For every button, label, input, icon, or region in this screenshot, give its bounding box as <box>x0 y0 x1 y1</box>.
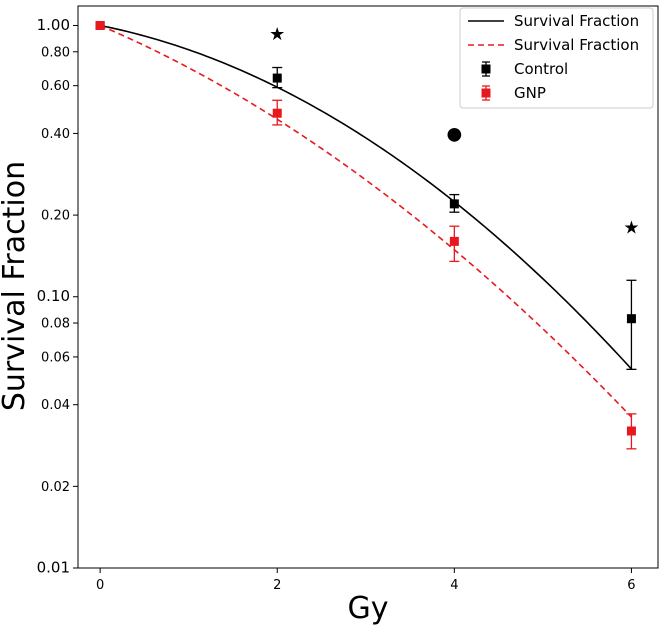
data-point-gnp <box>95 20 105 30</box>
y-tick-label: 0.20 <box>41 209 70 224</box>
legend-label: GNP <box>514 84 546 102</box>
data-point-gnp <box>272 108 282 118</box>
y-tick-label: 0.04 <box>41 398 70 413</box>
fit-curves <box>99 24 633 418</box>
data-point-control <box>449 199 459 209</box>
y-tick-label: 0.10 <box>37 287 70 305</box>
y-axis-ticks: 0.01 0.02 0.04 0.06 0.08 0.10 0.20 0.40 0.60 0.80… <box>37 16 78 577</box>
y-tick-label: 0.01 <box>37 559 70 577</box>
y-tick-label: 0.80 <box>41 45 70 60</box>
legend-box <box>459 7 654 109</box>
y-tick-label: 1.00 <box>37 16 70 34</box>
y-tick-label: 0.40 <box>41 127 70 142</box>
data-points <box>95 20 637 450</box>
x-axis-ticks: 0 2 4 6 <box>96 568 636 593</box>
significance-marker: ● <box>446 123 462 144</box>
legend-label: Survival Fraction <box>514 12 639 30</box>
legend: Survival Fraction Survival Fraction Contro… <box>459 7 654 109</box>
significance-annotations: ★ ● ★ <box>269 24 639 238</box>
y-tick-label: 0.08 <box>41 317 70 332</box>
legend-label: Survival Fraction <box>514 36 639 54</box>
data-point-gnp <box>626 426 636 436</box>
x-tick-label: 4 <box>450 578 458 593</box>
data-point-gnp <box>449 236 459 246</box>
data-point-control <box>272 73 282 83</box>
x-tick-label: 6 <box>627 578 635 593</box>
legend-marker-swatch <box>481 88 491 98</box>
x-tick-label: 2 <box>273 578 281 593</box>
legend-marker-swatch <box>481 64 491 74</box>
y-tick-label: 0.02 <box>41 480 70 495</box>
legend-label: Control <box>514 60 568 78</box>
significance-marker: ★ <box>269 24 285 45</box>
data-point-control <box>626 314 636 324</box>
x-axis-label: Gy <box>347 591 388 626</box>
y-tick-label: 0.06 <box>41 350 70 365</box>
fit-curve-control <box>99 24 633 370</box>
y-tick-label: 0.60 <box>41 79 70 94</box>
y-axis-label: Survival Fraction <box>0 161 32 411</box>
x-tick-label: 0 <box>96 578 104 593</box>
significance-marker: ★ <box>623 218 639 239</box>
